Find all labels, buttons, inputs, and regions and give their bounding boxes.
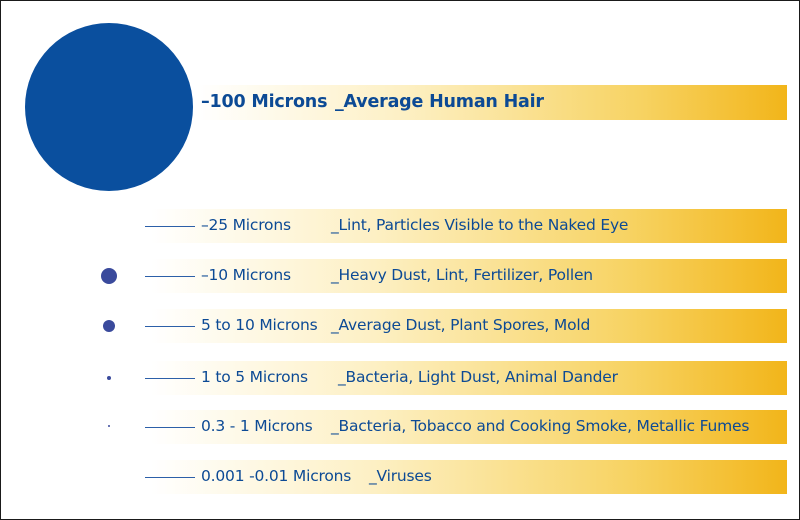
description-label: _Bacteria, Light Dust, Animal Dander — [338, 368, 618, 386]
leader-line — [145, 477, 195, 478]
gradient-bar — [151, 361, 787, 395]
size-label: 5 to 10 Microns — [201, 316, 318, 334]
description-label: _Average Human Hair — [335, 92, 544, 112]
row-0-3-to-1-microns: 0.3 - 1 Microns _Bacteria, Tobacco and C… — [1, 410, 799, 444]
gradient-bar — [151, 259, 787, 293]
gradient-bar — [151, 309, 787, 343]
size-label: –100 Microns — [201, 92, 328, 112]
row-human-hair: –100 Microns _Average Human Hair — [1, 23, 799, 191]
size-label: –25 Microns — [201, 216, 291, 234]
description-label: _Lint, Particles Visible to the Naked Ey… — [331, 216, 629, 234]
row-viruses: 0.001 -0.01 Microns _Viruses — [1, 460, 799, 494]
size-label: –10 Microns — [201, 266, 291, 284]
particle-dot — [108, 425, 110, 427]
gradient-bar — [151, 460, 787, 494]
leader-line — [145, 326, 195, 327]
leader-line — [145, 226, 195, 227]
particle-dot — [103, 320, 115, 332]
description-label: _Heavy Dust, Lint, Fertilizer, Pollen — [331, 266, 593, 284]
human-hair-circle — [25, 23, 193, 191]
leader-line — [145, 427, 195, 428]
size-label: 1 to 5 Microns — [201, 368, 308, 386]
size-label: 0.001 -0.01 Microns — [201, 467, 352, 485]
gradient-bar — [151, 410, 787, 444]
description-label: _Bacteria, Tobacco and Cooking Smoke, Me… — [331, 417, 750, 435]
particle-dot — [107, 376, 111, 380]
leader-line — [145, 378, 195, 379]
particle-dot — [101, 268, 117, 284]
row-10-microns: –10 Microns _Heavy Dust, Lint, Fertilize… — [1, 259, 799, 293]
leader-line — [145, 276, 195, 277]
description-label: _Viruses — [369, 467, 432, 485]
size-label: 0.3 - 1 Microns — [201, 417, 313, 435]
row-5-to-10-microns: 5 to 10 Microns _Average Dust, Plant Spo… — [1, 309, 799, 343]
row-25-microns: –25 Microns _Lint, Particles Visible to … — [1, 209, 799, 243]
gradient-bar — [151, 209, 787, 243]
row-1-to-5-microns: 1 to 5 Microns _Bacteria, Light Dust, An… — [1, 361, 799, 395]
gradient-bar — [197, 85, 787, 120]
description-label: _Average Dust, Plant Spores, Mold — [331, 316, 591, 334]
